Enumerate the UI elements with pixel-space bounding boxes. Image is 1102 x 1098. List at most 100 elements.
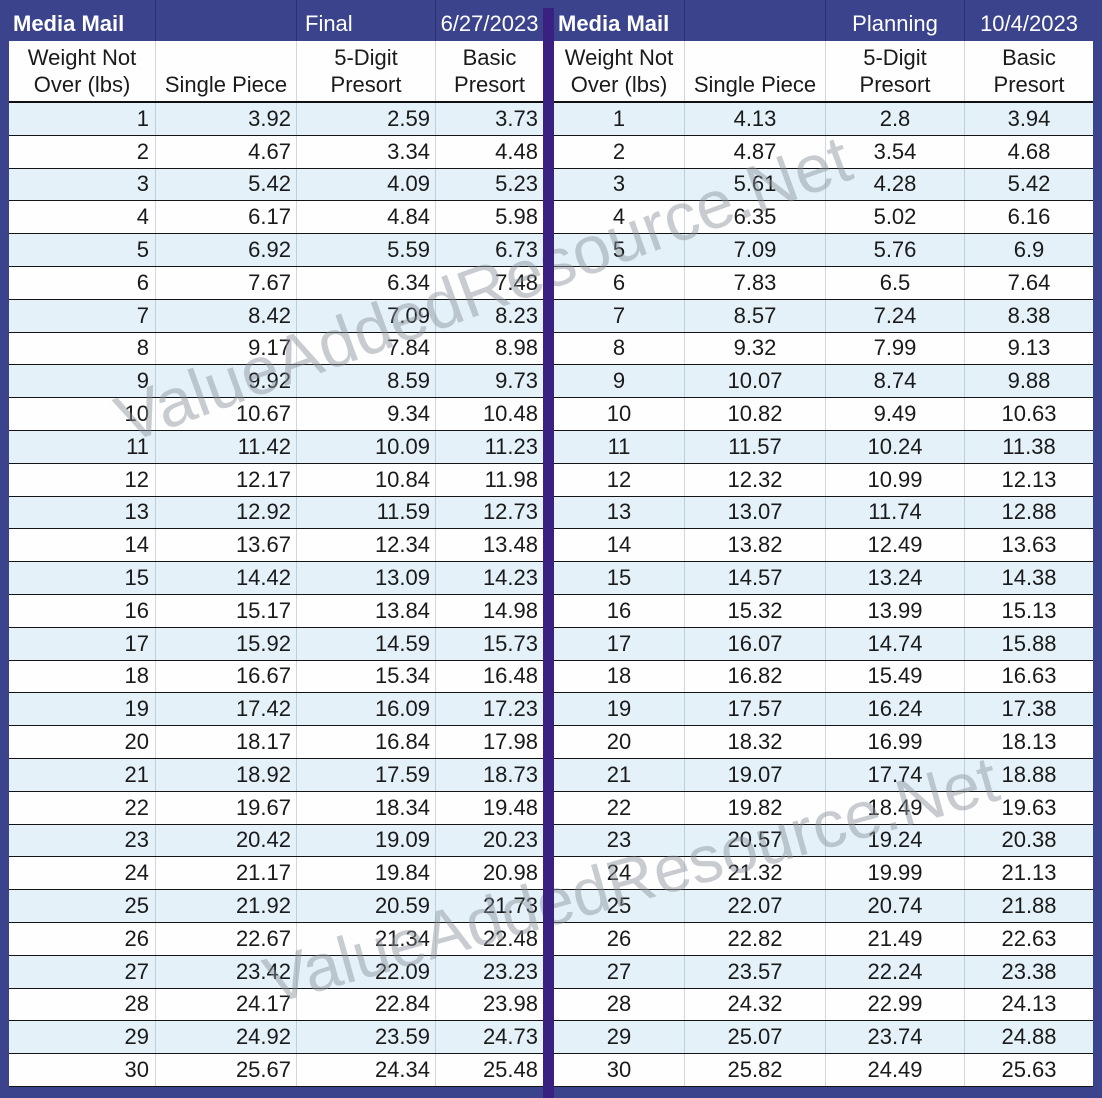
rate-cell: 14.38 xyxy=(964,562,1093,594)
column-header-5-digit-presort: 5-Digit Presort xyxy=(825,41,964,101)
rate-cell: 16.99 xyxy=(825,726,964,758)
weight-cell: 27 xyxy=(124,958,149,984)
table-row: 1 4.13 2.8 3.94 xyxy=(554,103,1093,136)
rate-cell: 10.82 xyxy=(684,398,825,430)
rate-cell: 7.24 xyxy=(825,299,964,332)
table-row: 14 13.67 12.34 13.48 xyxy=(9,529,543,563)
rate-cell: 18.73 xyxy=(435,758,543,791)
weight-cell: 29 xyxy=(606,1024,632,1050)
rate-cell: 17.38 xyxy=(964,693,1093,726)
weight-cell: 5 xyxy=(136,237,149,263)
weight-cell: 4 xyxy=(136,204,149,230)
weight-cell: 17 xyxy=(606,630,632,656)
rate-cell: 20.57 xyxy=(684,824,825,857)
rate-cell: 19.09 xyxy=(296,824,435,857)
rate-cell: 9.88 xyxy=(964,365,1093,398)
rate-cell: 14.42 xyxy=(155,562,296,594)
rate-cell: 19.07 xyxy=(684,758,825,791)
rate-cell: 7.48 xyxy=(435,266,543,299)
rate-cell: 16.67 xyxy=(155,660,296,693)
planning-rates-table: Media Mail Planning 10/4/2023 Weight Not… xyxy=(554,0,1093,1087)
weight-cell: 18 xyxy=(606,663,632,689)
rate-cell: 4.87 xyxy=(684,135,825,168)
rate-cell: 22.63 xyxy=(964,922,1093,955)
rate-cell: 13.82 xyxy=(684,529,825,562)
rate-cell: 24.73 xyxy=(435,1021,543,1054)
rate-cell: 20.59 xyxy=(296,890,435,922)
rate-cell: 12.73 xyxy=(435,496,543,529)
rate-cell: 15.13 xyxy=(964,594,1093,627)
rate-cell: 14.57 xyxy=(684,562,825,594)
rate-cell: 18.32 xyxy=(684,726,825,758)
rate-cell: 21.17 xyxy=(155,857,296,890)
rate-cell: 14.59 xyxy=(296,627,435,660)
rate-cell: 8.23 xyxy=(435,299,543,332)
rate-cell: 11.59 xyxy=(296,496,435,529)
weight-cell: 21 xyxy=(606,761,632,787)
weight-cell: 16 xyxy=(124,597,149,623)
rate-cell: 20.98 xyxy=(435,857,543,890)
rate-cell: 12.34 xyxy=(296,529,435,562)
table-row: 19 17.57 16.24 17.38 xyxy=(554,693,1093,727)
table-row: 16 15.32 13.99 15.13 xyxy=(554,594,1093,628)
rate-cell: 22.84 xyxy=(296,988,435,1021)
rate-cell: 22.07 xyxy=(684,890,825,922)
rate-cell: 6.17 xyxy=(155,201,296,234)
rate-cell: 14.23 xyxy=(435,562,543,594)
rate-cell: 9.13 xyxy=(964,332,1093,365)
final-status-label: Final xyxy=(296,0,435,41)
rate-cell: 6.73 xyxy=(435,234,543,266)
column-header-single-piece: Single Piece xyxy=(684,41,825,101)
rate-cell: 24.92 xyxy=(155,1021,296,1054)
planning-table-title-row: Media Mail Planning 10/4/2023 xyxy=(554,0,1093,41)
table-row: 5 7.09 5.76 6.9 xyxy=(554,234,1093,267)
rate-cell: 25.63 xyxy=(964,1054,1093,1086)
rate-cell: 9.49 xyxy=(825,398,964,430)
column-header-basic-presort: Basic Presort xyxy=(964,41,1093,101)
rate-cell: 13.99 xyxy=(825,594,964,627)
rate-cell: 21.73 xyxy=(435,890,543,922)
rate-cell: 4.09 xyxy=(296,168,435,201)
rate-cell: 12.17 xyxy=(155,463,296,496)
table-row: 9 9.92 8.59 9.73 xyxy=(9,365,543,399)
weight-cell: 6 xyxy=(136,269,149,295)
rate-cell: 21.92 xyxy=(155,890,296,922)
weight-cell: 10 xyxy=(606,401,632,427)
rate-cell: 5.61 xyxy=(684,168,825,201)
rate-cell: 17.23 xyxy=(435,693,543,726)
rate-cell: 19.63 xyxy=(964,791,1093,824)
rate-cell: 24.17 xyxy=(155,988,296,1021)
rate-cell: 18.17 xyxy=(155,726,296,758)
table-row: 4 6.17 4.84 5.98 xyxy=(9,201,543,235)
rate-cell: 11.23 xyxy=(435,430,543,463)
table-row: 10 10.82 9.49 10.63 xyxy=(554,398,1093,431)
weight-cell: 23 xyxy=(124,827,149,853)
table-row: 30 25.67 24.34 25.48 xyxy=(9,1054,543,1087)
table-row: 13 13.07 11.74 12.88 xyxy=(554,496,1093,530)
rate-cell: 17.57 xyxy=(684,693,825,726)
rate-cell: 5.98 xyxy=(435,201,543,234)
rate-cell: 24.13 xyxy=(964,988,1093,1021)
column-header-weight: Weight Not Over (lbs) xyxy=(564,45,674,97)
weight-cell: 8 xyxy=(136,335,149,361)
final-column-header-row: Weight Not Over (lbs) Single Piece 5-Dig… xyxy=(9,41,543,103)
weight-cell: 28 xyxy=(606,991,632,1017)
weight-cell: 23 xyxy=(606,827,632,853)
rate-cell: 17.98 xyxy=(435,726,543,758)
weight-cell: 4 xyxy=(612,204,626,230)
rate-cell: 22.67 xyxy=(155,922,296,955)
table-divider-bar xyxy=(543,8,554,1098)
rate-cell: 5.23 xyxy=(435,168,543,201)
rate-cell: 6.5 xyxy=(825,266,964,299)
weight-cell: 19 xyxy=(124,696,149,722)
weight-cell: 10 xyxy=(124,401,149,427)
weight-cell: 25 xyxy=(124,893,149,919)
rate-cell: 8.98 xyxy=(435,332,543,365)
weight-cell: 3 xyxy=(136,171,149,197)
table-row: 2 4.67 3.34 4.48 xyxy=(9,135,543,169)
weight-cell: 29 xyxy=(124,1024,149,1050)
rate-cell: 15.73 xyxy=(435,627,543,660)
rate-cell: 21.49 xyxy=(825,922,964,955)
rate-cell: 17.59 xyxy=(296,758,435,791)
weight-cell: 20 xyxy=(606,729,632,755)
